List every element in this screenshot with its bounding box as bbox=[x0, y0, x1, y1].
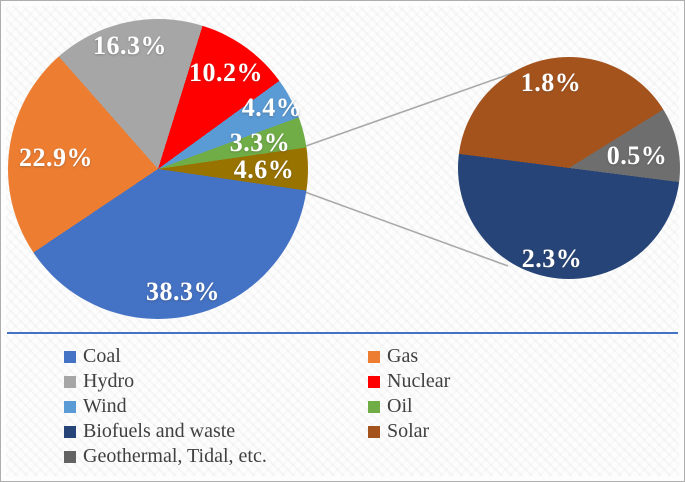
gas-swatch-icon bbox=[368, 350, 380, 363]
legend-label: Hydro bbox=[83, 369, 135, 392]
label-hydro-pct: 16.3% bbox=[93, 31, 167, 60]
legend-item-oil: Oil bbox=[368, 393, 413, 419]
label-geothermal-pct: 0.5% bbox=[606, 141, 668, 170]
legend-item-solar: Solar bbox=[368, 418, 429, 444]
legend-item-coal: Coal bbox=[64, 343, 121, 369]
legend-label: Oil bbox=[387, 394, 413, 417]
legend-label: Coal bbox=[83, 344, 121, 367]
legend-item-nuclear: Nuclear bbox=[368, 368, 450, 394]
label-wind-pct: 4.4% bbox=[241, 93, 303, 122]
coal-swatch-icon bbox=[64, 350, 76, 363]
oil-swatch-icon bbox=[368, 400, 380, 413]
legend-label: Wind bbox=[83, 394, 127, 417]
hydro-swatch-icon bbox=[64, 375, 76, 388]
legend-label: Gas bbox=[387, 344, 419, 367]
label-biofuels-pct: 2.3% bbox=[521, 244, 583, 273]
secondary-pie-chart bbox=[458, 57, 680, 279]
legend-label: Nuclear bbox=[387, 369, 451, 392]
legend-separator-line bbox=[7, 332, 678, 334]
legend-label: Geothermal, Tidal, etc. bbox=[83, 444, 267, 467]
label-gas-pct: 22.9% bbox=[19, 143, 93, 172]
label-nuclear-pct: 10.2% bbox=[189, 58, 263, 87]
nuclear-swatch-icon bbox=[368, 375, 380, 388]
biofuels-swatch-icon bbox=[64, 425, 76, 438]
legend-item-biofuels: Biofuels and waste bbox=[64, 418, 235, 444]
legend-item-geothermal: Geothermal, Tidal, etc. bbox=[64, 443, 267, 469]
label-oil-pct: 3.3% bbox=[229, 128, 291, 157]
main-pie-chart bbox=[8, 19, 308, 319]
legend-label: Solar bbox=[387, 419, 430, 442]
legend-item-hydro: Hydro bbox=[64, 368, 134, 394]
legend-item-gas: Gas bbox=[368, 343, 418, 369]
label-solar-pct: 1.8% bbox=[520, 68, 582, 97]
legend-label: Biofuels and waste bbox=[83, 419, 236, 442]
geothermal-swatch-icon bbox=[64, 450, 76, 463]
label-other-pct: 4.6% bbox=[233, 155, 295, 184]
solar-swatch-icon bbox=[368, 425, 380, 438]
label-coal-pct: 38.3% bbox=[146, 277, 220, 306]
wind-swatch-icon bbox=[64, 400, 76, 413]
legend-item-wind: Wind bbox=[64, 393, 127, 419]
